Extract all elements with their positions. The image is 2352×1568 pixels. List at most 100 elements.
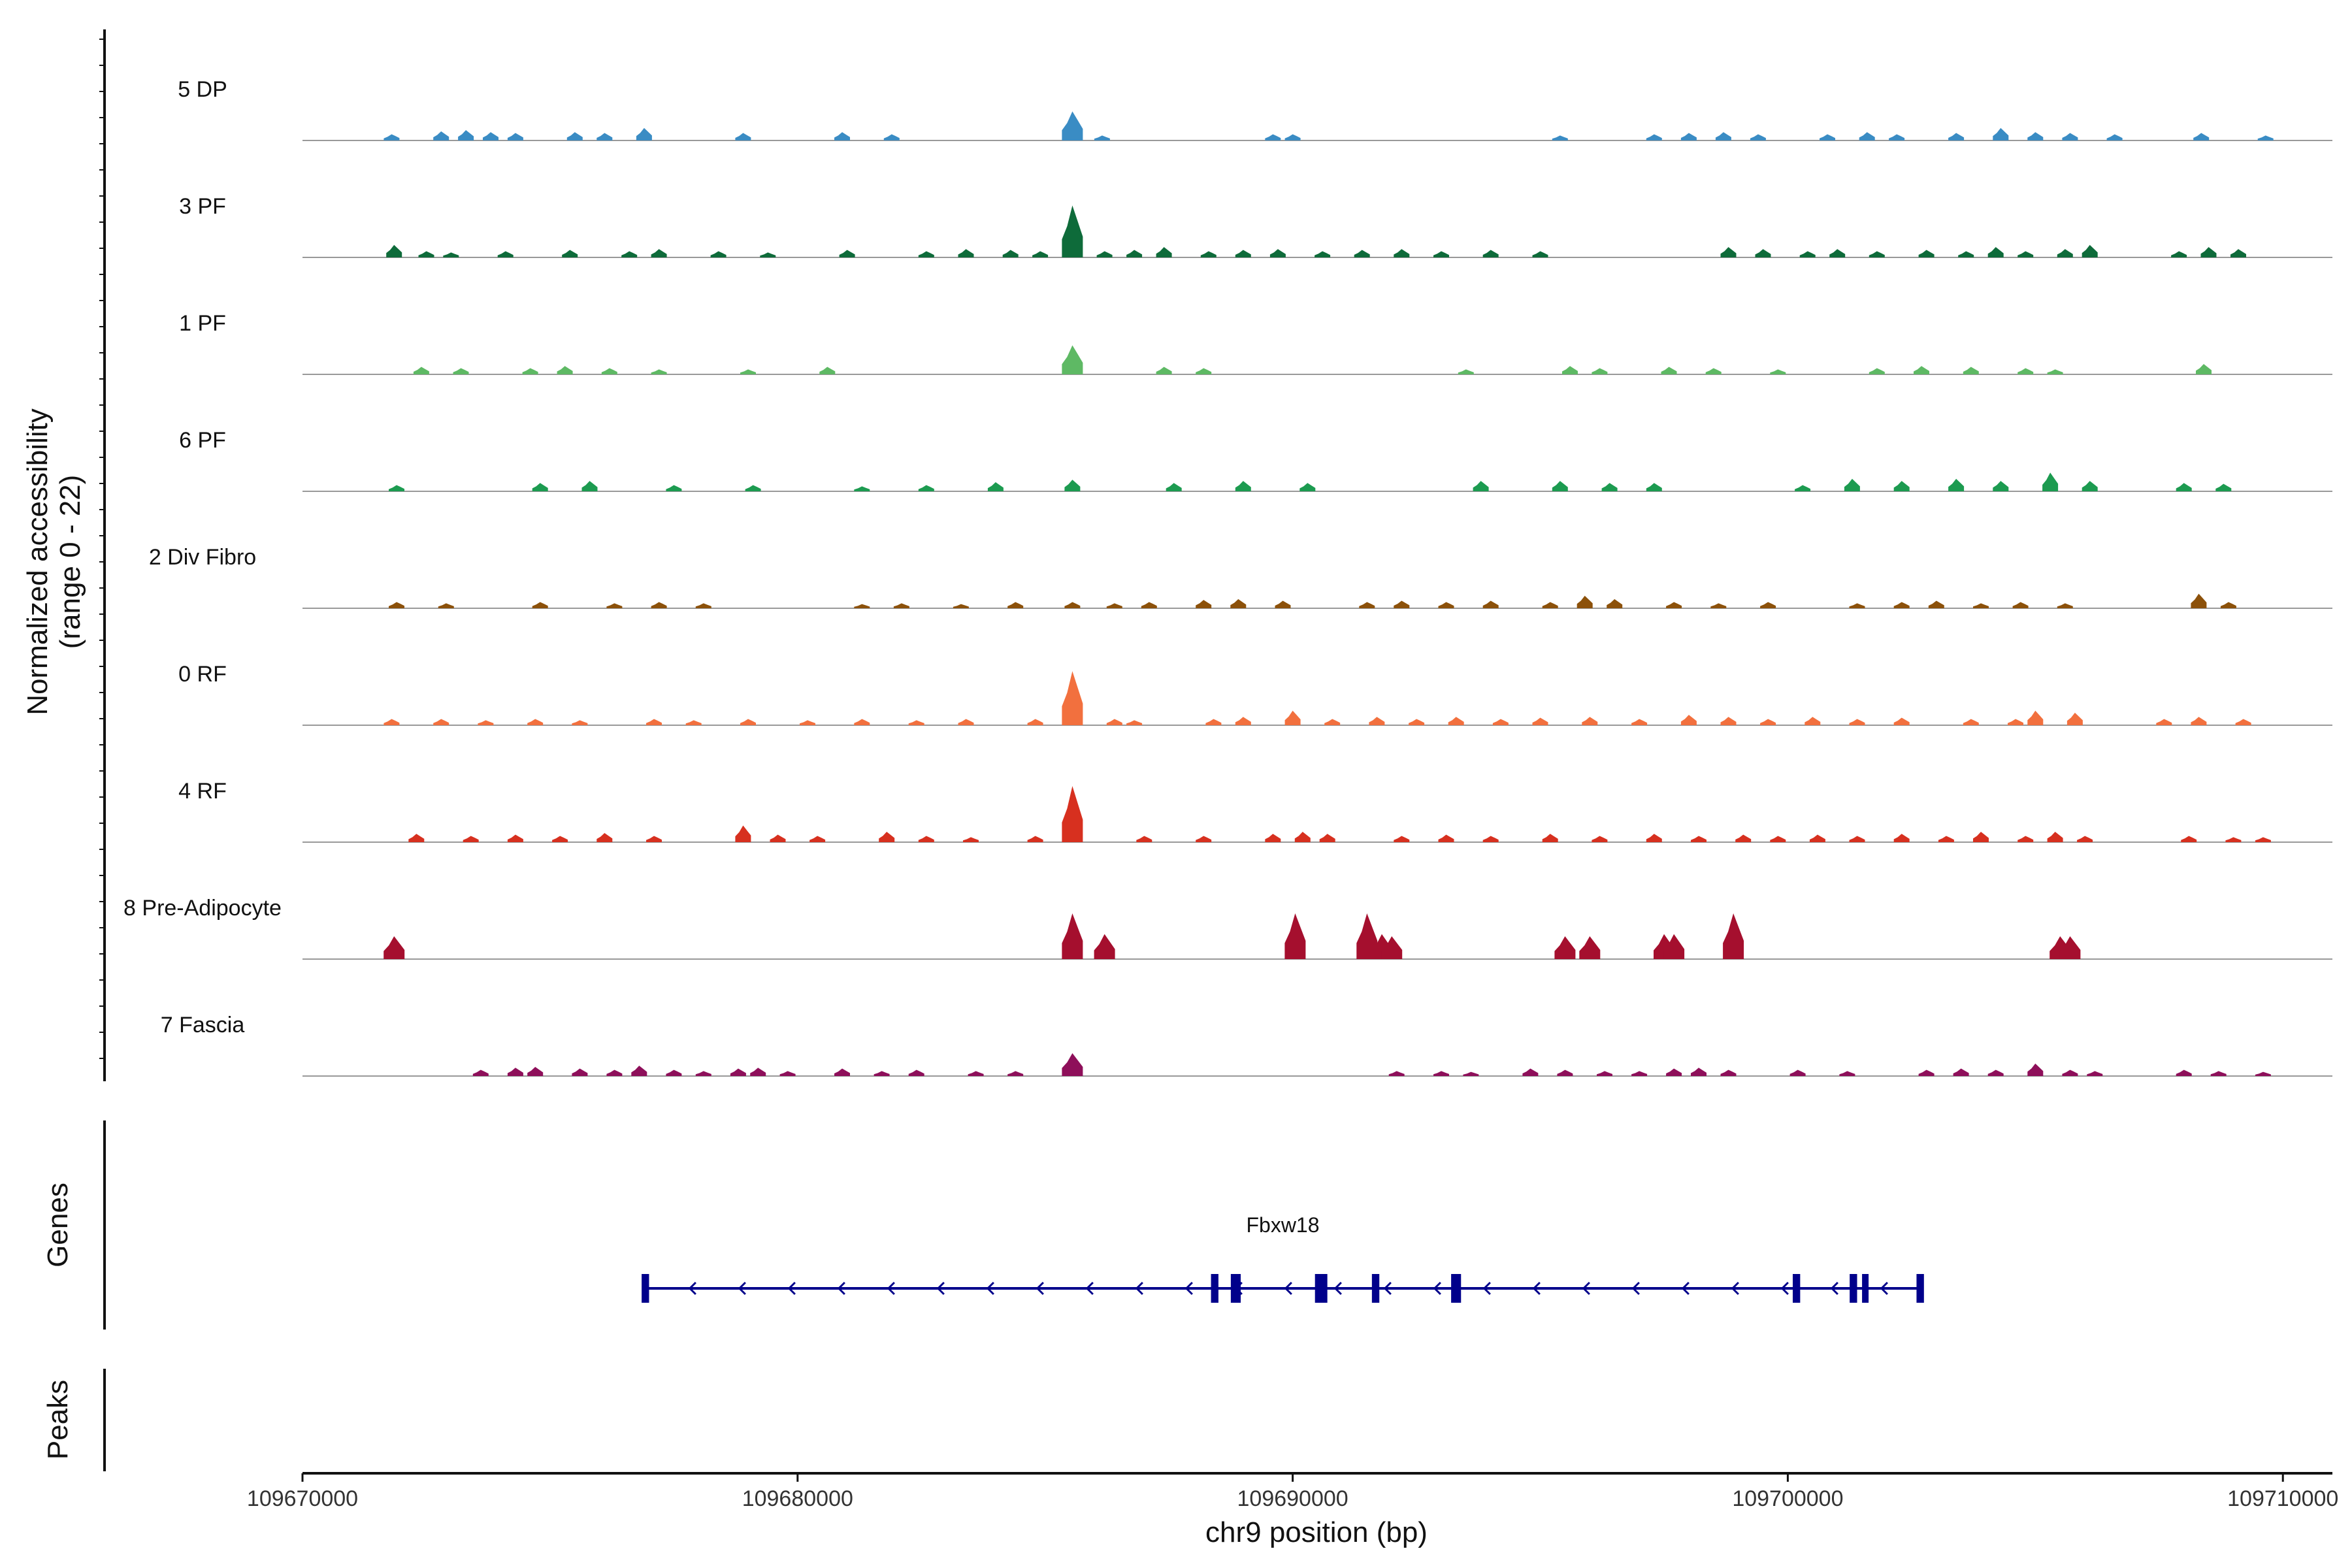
accessibility-peak (2017, 251, 2034, 257)
accessibility-peak (1953, 1068, 1969, 1076)
gene-exon (1211, 1274, 1218, 1303)
accessibility-peak (1094, 934, 1115, 959)
strand-arrow (936, 1281, 945, 1296)
accessibility-peak (1166, 483, 1182, 491)
accessibility-peak (2200, 247, 2217, 257)
accessibility-peak (908, 1070, 924, 1076)
coverage-tracks: 5 DP 3 PF 1 PF 6 PF 2 Div Fibro 0 RF 4 RF 8 Pre… (123, 77, 2332, 1077)
accessibility-peak (581, 481, 598, 491)
accessibility-peak (1064, 480, 1081, 491)
accessibility-peak (472, 1070, 489, 1076)
accessibility-peak (1062, 786, 1083, 842)
strand-arrow (1433, 1281, 1441, 1296)
accessibility-peak (750, 1068, 766, 1076)
accessibility-peak (507, 133, 523, 140)
accessibility-peak (1948, 478, 1965, 491)
accessibility-peak (1482, 600, 1499, 608)
accessibility-peak (2027, 1063, 2044, 1076)
accessibility-peak (636, 127, 652, 140)
accessibility-peak (2042, 472, 2059, 491)
accessibility-peak (566, 132, 583, 140)
accessibility-peak (1893, 834, 1910, 842)
accessibility-peak (1062, 111, 1083, 140)
accessibility-peak (408, 834, 425, 842)
accessibility-peak (601, 368, 617, 374)
accessibility-peak (2225, 837, 2242, 842)
accessibility-peak (918, 836, 934, 842)
accessibility-peak (839, 250, 855, 257)
gene-exon (1315, 1274, 1328, 1303)
accessibility-peak (433, 719, 449, 725)
accessibility-peak (1987, 1070, 2004, 1076)
accessibility-peak (1859, 132, 1875, 140)
accessibility-peak (1576, 595, 1593, 608)
y-axis-title-group: Normalized accessibility (range 0 - 22) (22, 408, 86, 715)
strand-arrow (1085, 1281, 1094, 1296)
accessibility-peak (1720, 1070, 1737, 1076)
accessibility-peak (1795, 485, 1811, 491)
accessibility-peak (695, 603, 711, 608)
accessibility-peak (1284, 134, 1301, 140)
accessibility-peak (1849, 719, 1865, 725)
track-label: 3 PF (179, 194, 226, 219)
accessibility-peak (1062, 913, 1083, 959)
accessibility-peak (1284, 710, 1301, 725)
accessibility-peak (2062, 1070, 2078, 1076)
accessibility-peak (1893, 602, 1910, 608)
accessibility-peak (968, 1071, 984, 1076)
accessibility-peak (557, 366, 573, 374)
accessibility-peak (2215, 483, 2232, 491)
accessibility-peak (1869, 368, 1885, 374)
accessibility-peak (572, 720, 588, 725)
accessibility-peak (1735, 834, 1752, 842)
accessibility-peak (1007, 1071, 1024, 1076)
track-8-pre-adipocyte: 8 Pre-Adipocyte (123, 896, 2332, 960)
accessibility-peak (1532, 251, 1548, 257)
accessibility-peak (2062, 133, 2078, 140)
strand-arrow (787, 1281, 796, 1296)
accessibility-peak (1473, 481, 1489, 491)
accessibility-peak (1126, 720, 1143, 725)
accessibility-peak (2017, 368, 2034, 374)
accessibility-peak (735, 133, 751, 140)
accessibility-peak (1597, 1071, 1612, 1076)
x-axis-ticks: 109670000 109680000 109690000 109700000 1097… (247, 1473, 2338, 1511)
accessibility-peak (1789, 1070, 1806, 1076)
accessibility-peak (1200, 251, 1217, 257)
accessibility-peak (745, 485, 761, 491)
accessibility-peak (1839, 1071, 1855, 1076)
accessibility-peak (1963, 719, 1979, 725)
accessibility-peak (1554, 936, 1576, 959)
accessibility-peak (2196, 364, 2212, 374)
gene-model: Fbxw18 (642, 1213, 1924, 1303)
coverage-axis-ticks (99, 39, 105, 1059)
accessibility-peak (1482, 836, 1499, 842)
x-axis-tick-label: 109710000 (2227, 1486, 2338, 1511)
accessibility-peak (1284, 913, 1306, 959)
track-3-pf: 3 PF (179, 194, 2332, 258)
accessibility-peak (389, 602, 404, 608)
accessibility-peak (953, 604, 969, 608)
track-1-pf: 1 PF (179, 311, 2332, 375)
gene-exon (1792, 1274, 1801, 1303)
accessibility-peak (800, 720, 815, 725)
accessibility-peak (1760, 602, 1776, 608)
strand-arrow (1731, 1281, 1739, 1296)
strand-arrow (1135, 1281, 1143, 1296)
accessibility-peak (874, 1071, 890, 1076)
accessibility-peak (2210, 1071, 2227, 1076)
strand-arrow (1036, 1281, 1044, 1296)
accessibility-peak (2176, 1070, 2192, 1076)
strand-arrow (1681, 1281, 1690, 1296)
accessibility-peak (1562, 366, 1578, 374)
accessibility-peak (1438, 834, 1454, 842)
strand-arrow (1830, 1281, 1838, 1296)
accessibility-peak (963, 837, 979, 842)
accessibility-peak (1646, 134, 1662, 140)
accessibility-peak (497, 251, 514, 257)
accessibility-peak (1601, 483, 1618, 491)
accessibility-peak (2057, 603, 2073, 608)
accessibility-peak (1844, 478, 1860, 491)
strand-arrow (887, 1281, 895, 1296)
accessibility-peak (572, 1068, 588, 1076)
